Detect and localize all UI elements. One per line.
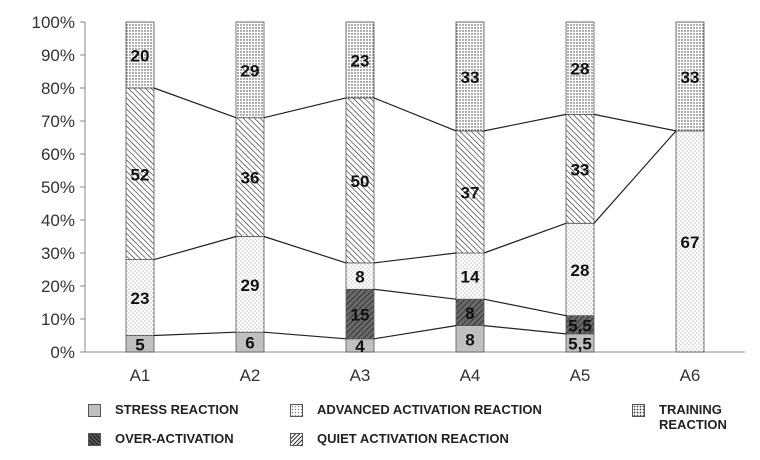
- data-label: 5,5: [568, 316, 592, 335]
- legend-label-quiet-activation-reaction: QUIET ACTIVATION REACTION: [317, 431, 509, 446]
- x-tick-label: A6: [680, 366, 701, 385]
- legend-item-advanced-activation-reaction: ADVANCED ACTIVATION REACTION: [290, 402, 542, 417]
- stress-reaction-swatch: [88, 404, 101, 417]
- advanced-activation-reaction-swatch: [290, 404, 303, 417]
- legend-item-over-activation: OVER-ACTIVATION: [88, 431, 234, 446]
- legend-item-stress-reaction: STRESS REACTION: [88, 402, 239, 417]
- connector-line-over: [483, 298, 567, 317]
- connector-line-quiet: [593, 113, 677, 132]
- legend-item-training-reaction: TRAINING REACTION: [632, 402, 749, 432]
- bar-segment-quiet: [345, 97, 375, 264]
- data-label: 50: [351, 172, 370, 191]
- bar-segment-train: [565, 21, 595, 115]
- y-tick-label: 40%: [41, 211, 75, 230]
- x-tick-label: A5: [570, 366, 591, 385]
- y-tick-label: 70%: [41, 112, 75, 131]
- bar-segment-train: [235, 21, 265, 119]
- over-activation-swatch: [88, 433, 101, 446]
- connector-line-adv: [263, 235, 347, 264]
- data-label: 23: [351, 51, 370, 70]
- bar-segment-adv: [125, 259, 155, 336]
- bar-segment-adv: [675, 130, 705, 353]
- legend-label-training-reaction: TRAINING REACTION: [659, 402, 727, 432]
- y-tick-label: 60%: [41, 145, 75, 164]
- data-label: 6: [245, 334, 254, 353]
- y-tick-label: 100%: [32, 13, 75, 32]
- data-label: 28: [571, 60, 590, 79]
- bar-segment-quiet: [125, 87, 155, 261]
- bar-segment-train: [455, 21, 485, 132]
- data-label: 67: [681, 233, 700, 252]
- y-tick-label: 90%: [41, 46, 75, 65]
- data-label: 37: [461, 183, 480, 202]
- y-tick-label: 50%: [41, 178, 75, 197]
- data-labels: 5 23 52 20 6 29 36 29 4 15 8 50 23 8 8 14 37 33 5,55,5 28 33…: [131, 47, 700, 356]
- data-label: 8: [465, 330, 474, 349]
- legend-label-advanced-activation-reaction: ADVANCED ACTIVATION REACTION: [317, 402, 542, 417]
- bar-segment-adv: [455, 252, 485, 300]
- data-label: 14: [461, 268, 480, 287]
- bar-segment-quiet: [455, 130, 485, 254]
- data-label: 4: [355, 337, 365, 356]
- quiet-activation-reaction-swatch: [290, 433, 303, 446]
- x-tick-label: A4: [460, 366, 481, 385]
- stacked-bar-chart: 0% 10% 20% 30% 40% 50% 60% 70% 80% 90% 100% A1 A2 A3 A…: [32, 13, 745, 385]
- bar-segment-quiet: [235, 117, 265, 237]
- connector-line-over: [373, 288, 457, 300]
- bar-segment-quiet: [565, 114, 595, 224]
- data-label: 28: [571, 261, 590, 280]
- connector-line-stress: [263, 331, 347, 340]
- connector-line-stress: [153, 331, 237, 337]
- connector-line-quiet: [153, 87, 237, 119]
- axes: 0% 10% 20% 30% 40% 50% 60% 70% 80% 90% 100% A1 A2 A3 A…: [32, 13, 745, 385]
- connector-line-adv: [483, 222, 567, 254]
- data-label: 33: [571, 160, 590, 179]
- data-label: 36: [241, 169, 260, 188]
- y-tick-label: 80%: [41, 79, 75, 98]
- data-label: 33: [681, 68, 700, 87]
- connector-line-adv: [373, 252, 457, 264]
- connector-line-quiet: [373, 97, 457, 132]
- x-tick-label: A3: [350, 366, 371, 385]
- data-label: 15: [351, 306, 370, 325]
- data-label: 23: [131, 289, 150, 308]
- data-label: 29: [241, 276, 260, 295]
- bar-segment-over: [455, 298, 485, 327]
- bar-segment-stress: [455, 325, 485, 353]
- data-label: 52: [131, 165, 150, 184]
- connector-line-quiet: [483, 113, 567, 132]
- y-tick-label: 30%: [41, 244, 75, 263]
- y-tick-label: 0%: [50, 343, 75, 362]
- data-label: 5: [135, 335, 144, 354]
- data-label: 29: [241, 61, 260, 80]
- x-tick-label: A1: [130, 366, 151, 385]
- x-tick-label: A2: [240, 366, 261, 385]
- bar-segment-adv: [345, 262, 375, 290]
- legend-label-stress-reaction: STRESS REACTION: [115, 402, 239, 417]
- legend-item-quiet-activation-reaction: QUIET ACTIVATION REACTION: [290, 431, 509, 446]
- legend-label-over-activation: OVER-ACTIVATION: [115, 431, 234, 446]
- bar-segment-over: [345, 288, 375, 340]
- bar-segment-train: [675, 21, 705, 132]
- connector-line-quiet: [263, 97, 347, 119]
- bars: [125, 21, 705, 353]
- bar-segment-train: [345, 21, 375, 99]
- training-reaction-swatch: [632, 404, 645, 417]
- data-label: 8: [465, 304, 474, 323]
- y-tick-label: 20%: [41, 277, 75, 296]
- connector-line-stress: [373, 325, 457, 340]
- connector-line-adv: [153, 235, 237, 261]
- data-label: 8: [355, 268, 364, 287]
- y-tick-label: 10%: [41, 310, 75, 329]
- connector-lines: [153, 87, 677, 340]
- bar-segment-train: [125, 21, 155, 89]
- connector-line-adv: [593, 130, 677, 224]
- data-label: 20: [131, 47, 150, 66]
- connector-line-stress: [483, 325, 567, 335]
- data-label: 5,5: [568, 334, 592, 353]
- data-label: 33: [461, 68, 480, 87]
- bar-segment-adv: [565, 222, 595, 317]
